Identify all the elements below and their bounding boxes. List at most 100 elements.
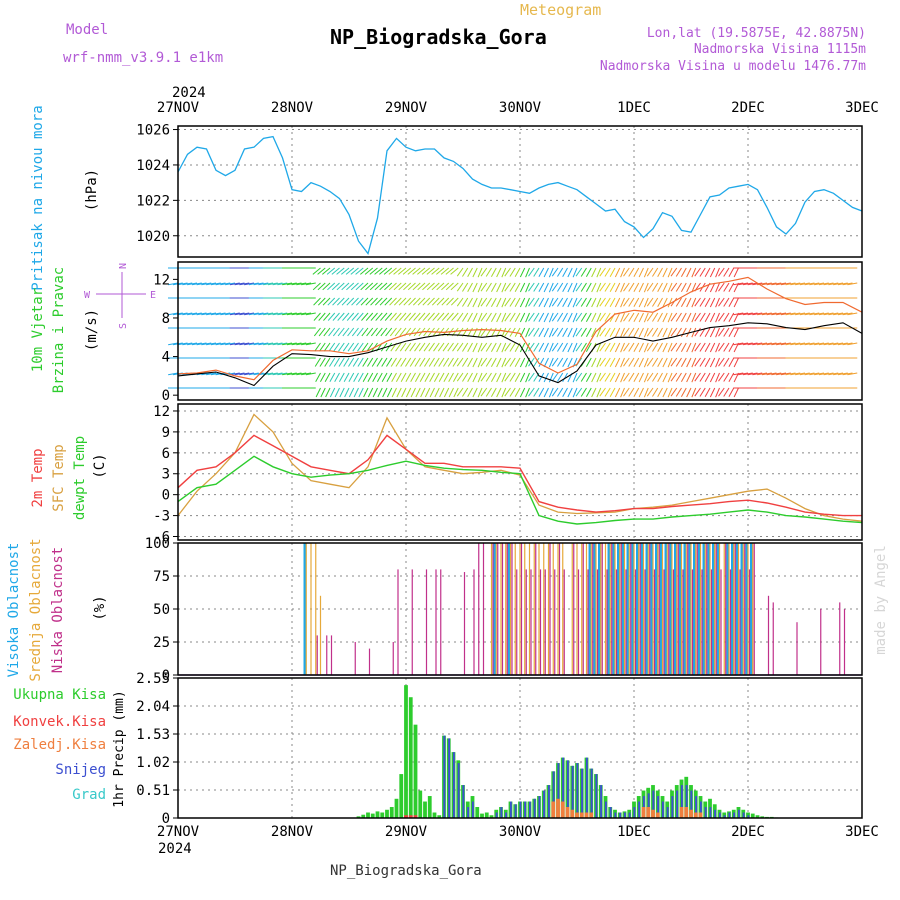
wind-barb [804,342,815,346]
wind-barb [504,282,511,292]
wind-barb [379,297,388,306]
wind-barb [313,297,321,306]
wind-barb [638,297,644,308]
wind-barb [380,327,388,337]
wind-barb [623,387,630,397]
wind-barb [400,372,407,382]
wind-barb [604,297,611,307]
wind-barb [395,372,402,382]
wind-barb [490,372,497,382]
wind-barb [572,327,578,338]
wind-barb [428,342,435,352]
wind-barb [501,282,507,293]
wind-barb [704,387,711,397]
wind-barb [504,372,511,382]
y-tick-label: -6 [153,530,170,546]
wind-barb [771,342,782,346]
wind-barb [620,297,625,308]
wind-barb [699,267,706,277]
wind-barb [543,327,549,338]
wind-barb [699,342,706,352]
y-tick-label: -3 [153,509,170,525]
wind-barb [657,327,663,337]
wind-barb [329,387,336,398]
wind-barb [715,312,720,323]
wind-barb [557,312,564,322]
wind-barb [272,342,283,346]
y-tick-label: 25 [153,635,170,651]
wind-barb [718,372,725,382]
precip-bar [685,785,688,818]
wind-barb [694,297,701,307]
wind-barb [572,312,578,323]
wind-barb [317,297,326,306]
wind-barb [462,372,469,382]
wind-barb [604,327,611,337]
wind-barb [599,372,606,382]
wind-barb [580,312,587,322]
wind-barb [342,342,350,352]
wind-barb [548,312,554,323]
wind-barb [433,357,440,367]
wind-barb [818,282,829,286]
wind-barb [718,312,725,322]
wind-barb [785,282,796,286]
wind-barb [723,327,730,337]
wind-barb [519,297,526,308]
wind-barb [414,372,421,382]
precip-bar [524,801,527,818]
wind-barb [633,327,640,337]
wind-barb [399,327,407,337]
wind-barb [445,267,454,275]
wind-barb [472,387,478,398]
wind-barb [225,312,236,316]
wind-barb [519,312,526,323]
wind-barb [490,312,497,322]
wind-barb [446,297,454,306]
wind-barb [215,312,226,316]
wind-barb [733,312,744,316]
wind-barb [420,387,426,398]
wind-barb [543,357,549,368]
wind-barb [403,282,412,291]
wind-barb [643,357,649,368]
wind-barb [818,312,829,316]
wind-barb [599,312,606,322]
wind-barb [407,282,416,291]
bottom-date-label: 28NOV [271,824,314,840]
wind-barb [317,267,326,275]
wind-barb [206,282,217,286]
wind-barb [519,372,526,383]
wind-barb [442,342,450,352]
y-tick-label: 0.51 [136,783,170,799]
wind-barb [462,357,469,367]
wind-barb [643,342,649,353]
wind-barb [538,267,545,277]
precip-bar [619,812,622,818]
wind-barb [585,327,592,337]
wind-barb [496,342,502,353]
wind-barb [388,267,397,275]
temp-2m-label: 2m Temp [30,448,46,507]
wind-barb [704,312,711,322]
wind-barb [814,312,825,316]
wind-barb [229,342,240,346]
wind-barb [599,267,606,277]
wind-barb [400,357,407,367]
wind-barb [315,372,321,382]
wind-barb [239,342,250,346]
wind-barb [490,357,497,367]
wind-barb [728,372,735,382]
wind-barb [562,372,568,382]
wind-barb [514,387,521,397]
wind-barb [509,267,516,277]
wind-barb [525,312,530,323]
wind-barb [718,327,725,337]
wind-barb [694,342,701,352]
wind-barb [694,372,701,382]
wind-barb [623,267,630,277]
wind-barb [426,282,435,291]
precip-bar [760,816,765,818]
wind-barb [575,342,583,352]
wind-barb [456,267,464,277]
